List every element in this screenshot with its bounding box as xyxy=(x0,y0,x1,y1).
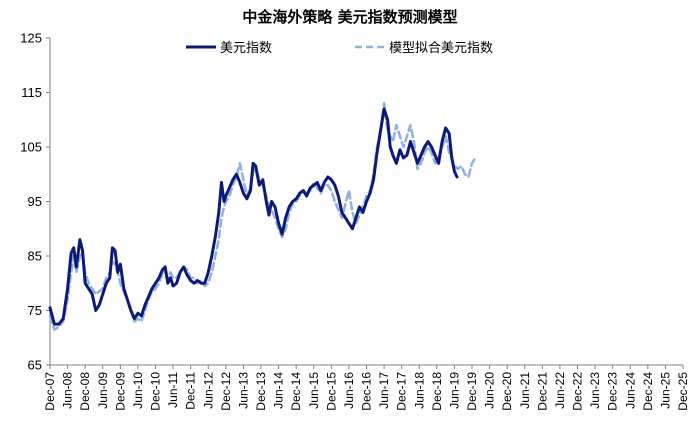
y-tick-label: 75 xyxy=(28,303,42,318)
x-tick-label: Jun-15 xyxy=(307,372,321,409)
series-line-model-fit xyxy=(48,102,477,331)
y-tick-label: 105 xyxy=(20,140,42,155)
x-tick-label: Jun-23 xyxy=(588,372,602,409)
x-tick-label: Dec-12 xyxy=(219,372,233,411)
x-tick-label: Dec-15 xyxy=(324,372,338,411)
x-tick-label: Jun-17 xyxy=(377,372,391,409)
y-tick-label: 125 xyxy=(20,31,42,46)
y-tick-label: 115 xyxy=(21,85,42,100)
x-tick-label: Jun-09 xyxy=(96,372,110,409)
y-tick-label: 65 xyxy=(28,358,42,373)
x-tick-label: Jun-24 xyxy=(623,372,637,409)
x-tick-label: Jun-25 xyxy=(658,372,672,409)
x-tick-label: Dec-16 xyxy=(360,372,374,411)
x-tick-label: Jun-19 xyxy=(447,372,461,409)
x-tick-label: Dec-08 xyxy=(78,372,92,411)
x-tick-label: Dec-25 xyxy=(676,372,690,411)
x-tick-label: Dec-22 xyxy=(571,372,585,411)
x-tick-label: Dec-14 xyxy=(289,372,303,411)
legend: 美元指数 模型拟合美元指数 xyxy=(186,41,493,56)
x-tick-label: Dec-13 xyxy=(254,372,268,411)
x-tick-label: Dec-24 xyxy=(641,372,655,411)
axes-layer: 65 75 85 95 105 115 125 Dec-07 Jun-08 Dec-08 Jun-0… xyxy=(20,31,690,411)
x-tick-label: Dec-17 xyxy=(395,372,409,411)
x-tick-label: Dec-18 xyxy=(430,372,444,411)
x-tick-label: Jun-22 xyxy=(553,372,567,409)
chart-title: 中金海外策略 美元指数预测模型 xyxy=(242,8,458,26)
x-tick-label: Dec-10 xyxy=(149,372,163,411)
x-tick-label: Jun-13 xyxy=(236,372,250,409)
legend-label: 美元指数 xyxy=(220,41,272,56)
x-tick-label: Dec-23 xyxy=(606,372,620,411)
series-layer xyxy=(48,102,477,331)
x-tick-label: Jun-16 xyxy=(342,372,356,409)
x-tick-label: Dec-09 xyxy=(113,372,127,411)
x-tick-label: Jun-21 xyxy=(518,372,532,409)
legend-label: 模型拟合美元指数 xyxy=(389,41,493,56)
series-line-dollar-index xyxy=(48,107,459,326)
x-tick-label: Jun-14 xyxy=(272,372,286,409)
x-tick-label: Jun-18 xyxy=(412,372,426,409)
x-tick-label: Jun-20 xyxy=(483,372,497,409)
y-tick-label: 85 xyxy=(28,249,42,264)
x-tick-label: Dec-20 xyxy=(500,372,514,411)
y-tick-label: 95 xyxy=(28,194,42,209)
x-tick-label: Dec-21 xyxy=(535,372,549,411)
x-tick-label: Jun-12 xyxy=(201,372,215,409)
x-tick-label: Dec-11 xyxy=(184,372,198,410)
x-tick-label: Jun-08 xyxy=(61,372,75,409)
x-tick-label: Dec-07 xyxy=(43,372,57,411)
legend-item-dollar-index: 美元指数 xyxy=(186,41,272,56)
legend-item-model-fit: 模型拟合美元指数 xyxy=(355,41,493,56)
x-tick-label: Jun-10 xyxy=(131,372,145,409)
x-tick-label: Jun-11 xyxy=(166,372,180,408)
x-tick-label: Dec-19 xyxy=(465,372,479,411)
